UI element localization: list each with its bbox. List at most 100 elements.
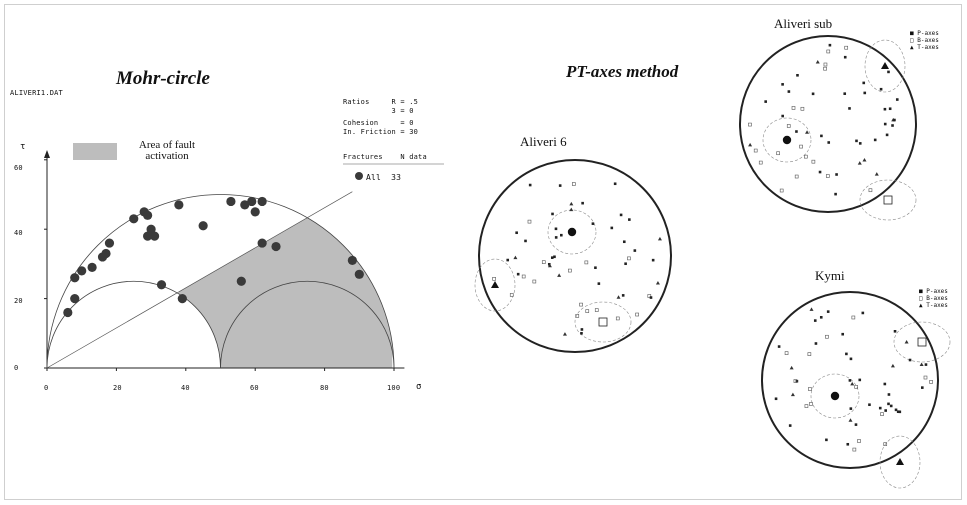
data-file-label: ALIVERI1.DAT <box>10 89 63 97</box>
confidence-ellipse-b <box>893 321 951 363</box>
t-axis-point <box>562 332 567 336</box>
p-axis-point <box>796 73 799 77</box>
p-axis-point <box>848 107 851 110</box>
b-axis-point <box>851 315 856 320</box>
legend-t-label: T-axes <box>926 302 948 309</box>
mean-b-axis <box>883 195 893 205</box>
x-tick-80: 80 <box>320 384 329 392</box>
data-point <box>347 255 357 266</box>
x-tick-60: 60 <box>250 384 259 392</box>
data-point <box>104 238 115 248</box>
b-axis-point <box>804 154 808 159</box>
y-axis-label: τ <box>20 142 26 152</box>
p-axis-point <box>774 397 778 401</box>
p-axis-point <box>628 218 631 221</box>
t-axis-point <box>874 172 879 176</box>
p-axis-point <box>845 352 848 356</box>
p-axis-point <box>893 118 896 122</box>
p-axis-point <box>835 173 838 176</box>
fractures-row: All 33 <box>366 173 402 182</box>
t-axis-point <box>513 255 518 260</box>
p-axis-point <box>633 249 637 252</box>
p-axis-point <box>883 382 887 386</box>
p-axis-point <box>550 256 554 259</box>
data-point <box>77 266 87 276</box>
p-axis-point <box>849 407 853 410</box>
p-axis-point <box>834 192 837 196</box>
t-axis-point <box>848 418 853 422</box>
p-axis-point <box>547 262 551 266</box>
b-axis-point <box>584 260 589 265</box>
p-axis-point <box>884 409 887 412</box>
y-axis-arrow <box>44 150 50 158</box>
legend-b-row: □ B-axes <box>910 37 939 44</box>
p-axis-point <box>846 442 850 446</box>
b-axis-point <box>776 151 780 156</box>
r2-param: 3 = 0 <box>343 107 414 115</box>
t-axis-point <box>805 130 810 134</box>
b-axis-point <box>852 447 857 452</box>
b-axis-point <box>594 308 599 312</box>
p-axis-point <box>893 329 897 333</box>
p-axis-point <box>787 90 791 93</box>
legend-b-label: B-axes <box>926 295 948 302</box>
confidence-ellipse-t <box>864 39 906 93</box>
b-axis-point <box>541 260 546 264</box>
b-axis-point <box>793 379 798 383</box>
y-tick-60: 60 <box>14 164 23 172</box>
p-axis-point <box>888 107 892 111</box>
p-axis-point <box>848 379 852 382</box>
p-axis-point <box>868 403 871 407</box>
data-point <box>247 196 257 207</box>
mean-p-axis <box>830 391 840 401</box>
data-point <box>149 231 160 241</box>
p-axis-point <box>826 310 830 313</box>
b-axis-point <box>823 66 827 71</box>
p-axis-point <box>883 107 887 111</box>
mean-t-axis <box>896 458 904 465</box>
b-axis-point <box>868 188 873 193</box>
b-axis-point <box>800 106 805 111</box>
b-axis-point <box>492 277 496 281</box>
fracture-legend-dot <box>355 172 363 180</box>
data-point <box>63 307 73 318</box>
legend-aliveri-sub: ■ P-axes □ B-axes ▲ T-axes <box>910 30 939 51</box>
data-point <box>236 276 246 286</box>
t-axis-point <box>919 362 924 366</box>
shade-legend-line2: activation <box>145 150 189 162</box>
mean-p-axis <box>782 135 792 145</box>
confidence-ellipse-b <box>859 179 917 221</box>
t-axis-point <box>547 263 552 268</box>
p-axis-point <box>554 236 558 239</box>
t-axis-point <box>789 365 794 370</box>
p-axis-point <box>594 266 597 270</box>
x-tick-20: 20 <box>113 384 122 392</box>
b-axis-point <box>585 309 590 313</box>
p-axis-point <box>622 240 626 244</box>
p-axis-point <box>894 408 898 412</box>
data-point <box>101 248 111 259</box>
b-axis-point <box>509 293 514 297</box>
legend-p-row: ■ P-axes <box>919 288 948 295</box>
p-axis-point <box>764 100 767 103</box>
data-point <box>129 214 139 224</box>
data-point <box>198 221 208 231</box>
data-point <box>240 200 250 210</box>
p-axis-point <box>858 142 862 145</box>
data-point <box>250 207 260 217</box>
fractures-header: Fractures N data <box>343 153 427 161</box>
ratio-param: Ratios R = .5 <box>343 98 419 106</box>
mohr-circle-0 <box>46 194 395 369</box>
p-axis-point <box>613 182 617 186</box>
b-axis-point <box>794 174 799 179</box>
mean-p-axis <box>567 227 577 237</box>
p-axis-point <box>581 201 584 205</box>
b-axis-point <box>811 159 816 164</box>
t-axis-point <box>557 273 562 277</box>
data-point <box>146 224 156 234</box>
t-axis-point <box>616 295 621 299</box>
confidence-ellipse-t <box>474 258 516 312</box>
b-axis-point <box>857 439 861 443</box>
t-axis-point <box>655 280 660 285</box>
data-point <box>143 231 153 241</box>
